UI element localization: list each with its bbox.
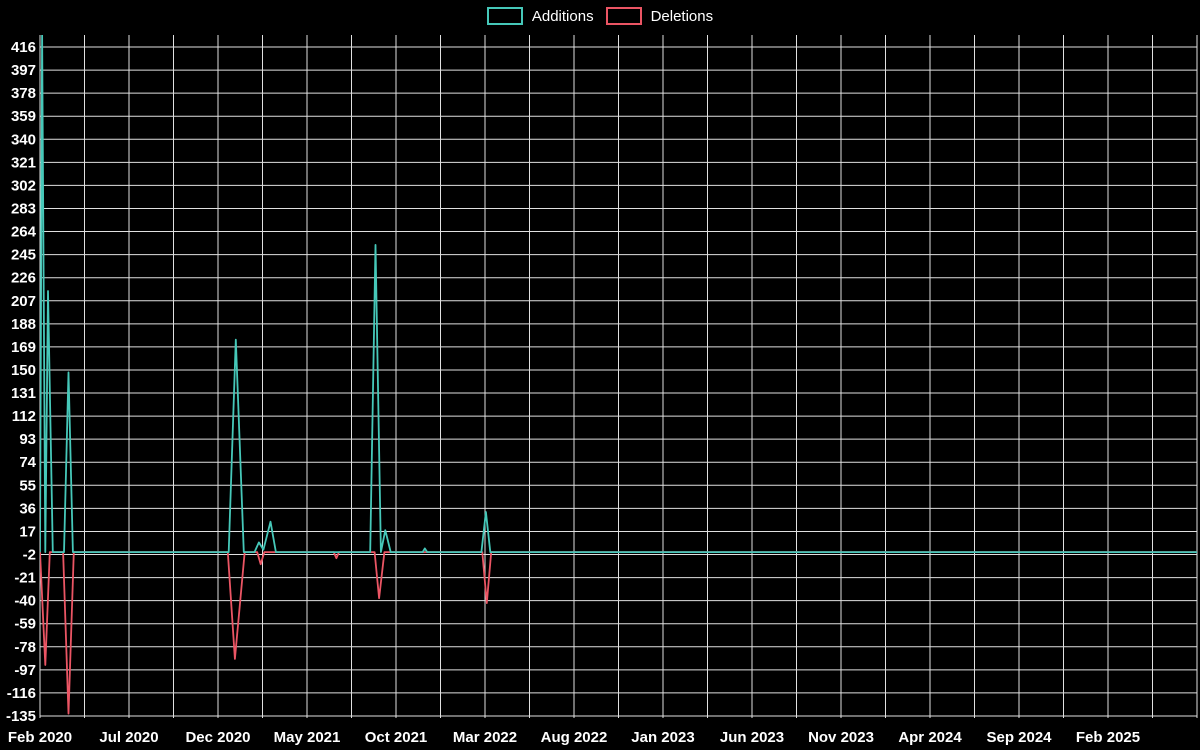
y-tick-label: 150 <box>11 362 36 379</box>
x-axis-label: Jul 2020 <box>99 729 158 746</box>
y-tick-label: 359 <box>11 108 36 125</box>
y-tick-label: 264 <box>11 224 37 241</box>
y-tick-label: 397 <box>11 62 36 79</box>
chart-legend: Additions Deletions <box>0 7 1200 25</box>
x-axis-label: Apr 2024 <box>898 729 962 746</box>
x-axis-label: Feb 2020 <box>8 729 72 746</box>
y-tick-label: 169 <box>11 339 36 356</box>
y-tick-label: 93 <box>19 431 36 448</box>
y-tick-label: 207 <box>11 293 36 310</box>
legend-label-deletions: Deletions <box>650 7 714 25</box>
y-tick-label: -21 <box>14 570 36 587</box>
x-axis-label: Dec 2020 <box>185 729 250 746</box>
legend-item-deletions[interactable]: Deletions <box>605 7 714 25</box>
y-tick-label: 36 <box>19 500 36 517</box>
y-tick-label: 55 <box>19 477 36 494</box>
x-axis-label: Mar 2022 <box>453 729 517 746</box>
x-axis-label: Aug 2022 <box>541 729 608 746</box>
deletions-swatch-icon <box>605 7 642 25</box>
y-tick-label: 131 <box>11 385 36 402</box>
y-tick-label: 340 <box>11 131 36 148</box>
y-tick-label: -116 <box>7 685 36 702</box>
y-tick-label: -2 <box>23 547 36 564</box>
y-tick-label: 416 <box>11 39 36 56</box>
x-axis-label: Jun 2023 <box>720 729 784 746</box>
legend-label-additions: Additions <box>531 7 594 25</box>
x-axis-label: Oct 2021 <box>365 729 428 746</box>
y-tick-label: 302 <box>11 177 36 194</box>
y-tick-label: -97 <box>14 662 36 679</box>
x-axis-label: Nov 2023 <box>808 729 874 746</box>
legend-item-additions[interactable]: Additions <box>486 7 594 25</box>
y-tick-label: -135 <box>6 708 36 725</box>
y-tick-label: 321 <box>11 154 36 171</box>
additions-swatch-icon <box>486 7 523 25</box>
y-tick-label: 226 <box>11 270 36 287</box>
y-tick-label: 245 <box>11 247 36 264</box>
y-tick-label: 188 <box>11 316 36 333</box>
y-tick-label: 378 <box>11 85 36 102</box>
x-axis-label: May 2021 <box>274 729 341 746</box>
y-tick-label: -78 <box>14 639 36 656</box>
x-axis-label: Feb 2025 <box>1076 729 1140 746</box>
x-axis-label: Jan 2023 <box>631 729 694 746</box>
y-tick-label: 283 <box>11 200 36 217</box>
y-tick-label: -40 <box>14 593 36 610</box>
additions-line <box>40 35 1197 553</box>
x-axis-label: Sep 2024 <box>986 729 1052 746</box>
y-tick-label: 17 <box>19 523 36 540</box>
y-tick-label: 112 <box>12 408 36 425</box>
y-tick-label: 74 <box>19 454 36 471</box>
y-tick-label: -59 <box>14 616 36 633</box>
